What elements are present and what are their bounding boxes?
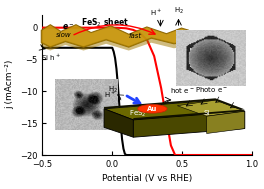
Y-axis label: j (mAcm⁻²): j (mAcm⁻²) (6, 60, 15, 109)
X-axis label: Potential (V vs RHE): Potential (V vs RHE) (102, 174, 192, 184)
